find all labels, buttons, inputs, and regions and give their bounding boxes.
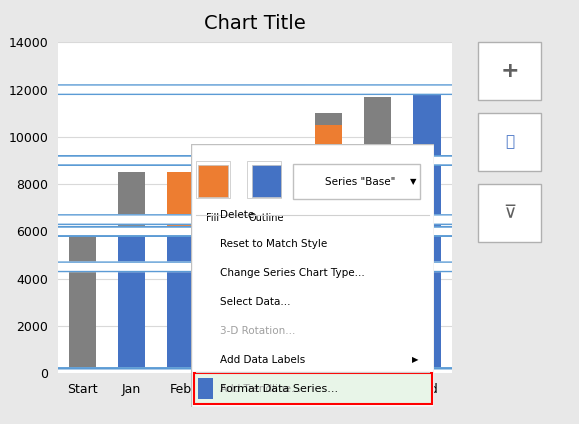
FancyBboxPatch shape bbox=[191, 144, 434, 407]
Text: ▼: ▼ bbox=[410, 177, 416, 186]
Circle shape bbox=[0, 156, 579, 165]
Circle shape bbox=[0, 85, 579, 95]
Circle shape bbox=[0, 368, 579, 378]
Bar bbox=[413, 89, 441, 373]
Text: Change Series Chart Type...: Change Series Chart Type... bbox=[220, 268, 365, 278]
FancyBboxPatch shape bbox=[293, 164, 420, 199]
Bar bbox=[217, 172, 244, 220]
Text: Add Trendline...: Add Trendline... bbox=[220, 384, 302, 393]
Bar bbox=[167, 232, 195, 373]
Circle shape bbox=[0, 368, 579, 378]
Text: Reset to Match Style: Reset to Match Style bbox=[220, 239, 328, 249]
Circle shape bbox=[0, 368, 579, 378]
Text: Series "Base": Series "Base" bbox=[325, 177, 395, 187]
FancyBboxPatch shape bbox=[478, 184, 541, 242]
Circle shape bbox=[0, 215, 579, 224]
Text: Outline: Outline bbox=[249, 212, 284, 223]
Text: Delete: Delete bbox=[220, 210, 255, 220]
Bar bbox=[167, 172, 195, 232]
Bar bbox=[315, 125, 342, 161]
Circle shape bbox=[0, 156, 579, 165]
Circle shape bbox=[0, 368, 579, 378]
Circle shape bbox=[0, 368, 579, 378]
Bar bbox=[364, 97, 391, 161]
Title: Chart Title: Chart Title bbox=[204, 14, 306, 33]
Text: Select Data...: Select Data... bbox=[220, 297, 291, 307]
FancyBboxPatch shape bbox=[478, 113, 541, 170]
Text: 🖊: 🖊 bbox=[505, 134, 514, 149]
Bar bbox=[266, 267, 293, 373]
Circle shape bbox=[0, 227, 579, 236]
Text: 3-D Rotation...: 3-D Rotation... bbox=[220, 326, 296, 336]
Text: Format Data Series...: Format Data Series... bbox=[220, 384, 338, 393]
Circle shape bbox=[0, 227, 579, 236]
Text: Add Data Labels: Add Data Labels bbox=[220, 355, 306, 365]
Bar bbox=[247, 161, 281, 198]
Circle shape bbox=[0, 368, 579, 378]
Bar bbox=[196, 161, 230, 198]
Bar bbox=[315, 161, 342, 373]
Bar bbox=[193, 373, 432, 404]
Text: Fill: Fill bbox=[206, 212, 219, 223]
Bar bbox=[315, 113, 342, 125]
Bar bbox=[199, 378, 213, 399]
Text: +: + bbox=[500, 61, 519, 81]
Circle shape bbox=[0, 262, 579, 271]
Text: ▶: ▶ bbox=[412, 355, 418, 364]
Bar bbox=[118, 172, 145, 232]
Bar bbox=[199, 165, 228, 197]
Circle shape bbox=[0, 227, 579, 236]
Text: ⊽: ⊽ bbox=[503, 204, 516, 222]
Bar bbox=[364, 161, 391, 373]
Bar bbox=[217, 220, 244, 373]
Circle shape bbox=[0, 368, 579, 378]
Bar bbox=[69, 232, 96, 373]
Bar bbox=[118, 232, 145, 373]
FancyBboxPatch shape bbox=[478, 42, 541, 100]
Bar bbox=[252, 165, 281, 197]
